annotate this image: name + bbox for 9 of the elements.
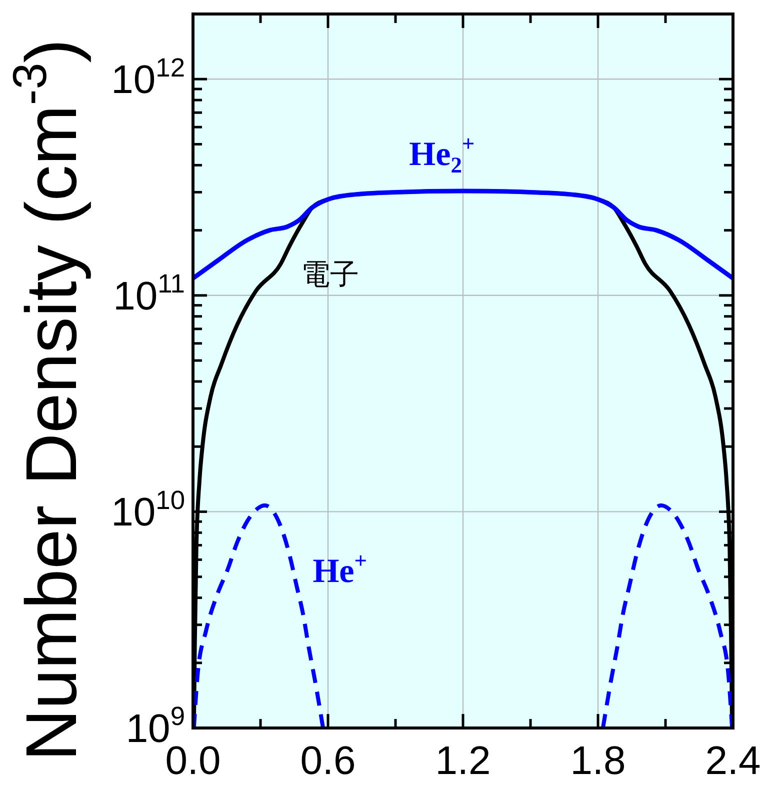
y-tick-label: 10$^{10}$	[111, 484, 185, 535]
y-tick-label: 10$^{12}$	[111, 52, 185, 102]
x-tick-label: 1.2	[435, 739, 491, 783]
x-tick-label: 0.6	[300, 739, 356, 783]
series-label: 電子	[301, 259, 360, 292]
x-tick-label: 1.8	[570, 739, 626, 783]
y-tick-label: 10$^{11}$	[113, 268, 185, 318]
x-tick-label: 2.4	[705, 739, 761, 783]
series-label: He$^{+}$	[312, 548, 368, 590]
